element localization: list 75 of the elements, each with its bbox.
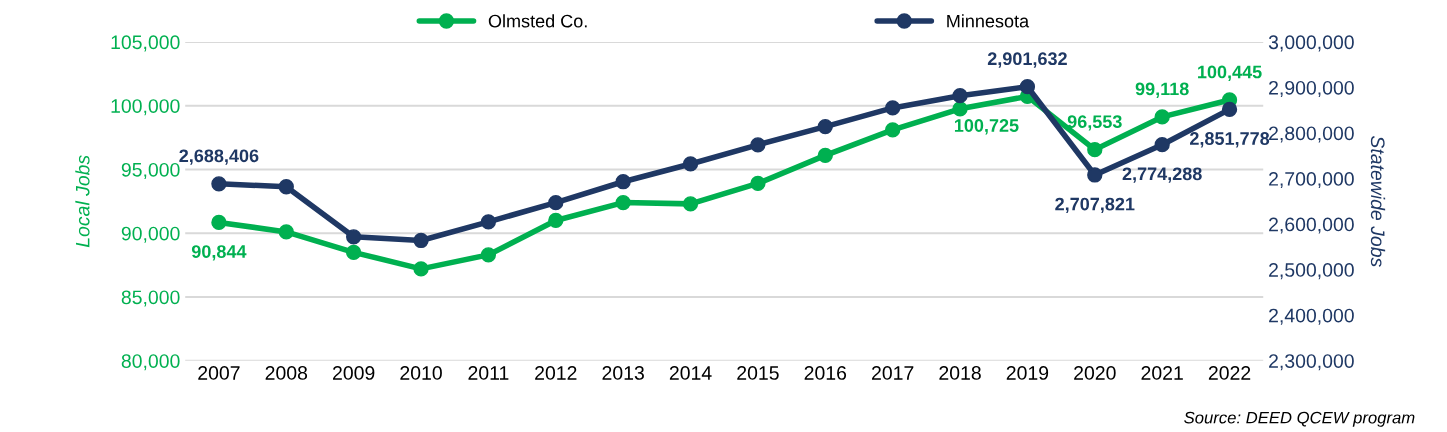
point (615, 194, 631, 211)
point (346, 244, 362, 260)
data-label: 99,118 (1135, 82, 1189, 98)
data-label: 2,688,406 (179, 149, 259, 165)
point (885, 100, 901, 116)
point (278, 179, 294, 195)
y-axis-title: Local Jobs (75, 155, 90, 248)
data-label: 2,851,778 (1190, 132, 1270, 148)
point (1019, 79, 1036, 95)
y2-tick-label: 2,900,000 (1269, 80, 1354, 97)
y2-tick-label: 2,600,000 (1269, 217, 1354, 234)
point (682, 196, 699, 212)
point (1221, 101, 1238, 118)
x-tick-label: 2015 (737, 366, 779, 380)
point (682, 156, 699, 172)
y-tick-label: 90,000 (121, 226, 180, 243)
point (615, 174, 631, 190)
x-tick-label: 2011 (468, 366, 509, 380)
data-label: 2,707,821 (1055, 197, 1135, 214)
point (1087, 167, 1103, 183)
y2-tick-label: 2,800,000 (1269, 126, 1354, 143)
data-label: 96,553 (1067, 115, 1122, 131)
point (750, 137, 766, 153)
data-label: 90,844 (191, 245, 247, 261)
point (211, 214, 227, 231)
point (346, 229, 362, 245)
x-tick-label: 2009 (333, 366, 375, 380)
point (885, 122, 901, 138)
legend-label: Minnesota (947, 14, 1030, 28)
y2-tick-label: 2,400,000 (1269, 308, 1354, 325)
point (480, 214, 497, 230)
y-tick-label: 105,000 (111, 35, 180, 52)
legend-label: Olmsted Co. (488, 14, 587, 28)
y-tick-label: 95,000 (121, 162, 180, 179)
y-tick-label: 80,000 (121, 354, 180, 371)
x-tick-label: 2018 (939, 366, 981, 380)
point (952, 88, 968, 104)
point (548, 195, 564, 211)
point (278, 224, 294, 240)
x-tick-label: 2007 (198, 366, 240, 380)
x-tick-label: 2021 (1141, 366, 1183, 380)
point (817, 118, 833, 135)
y-tick-label: 85,000 (121, 290, 180, 307)
point (480, 247, 497, 263)
x-tick-label: 2017 (872, 366, 914, 380)
x-tick-label: 2013 (602, 366, 644, 380)
y2-tick-label: 2,500,000 (1269, 263, 1354, 280)
x-tick-label: 2014 (669, 366, 712, 380)
point (413, 261, 429, 277)
source-note: Source: DEED QCEW program (1184, 411, 1415, 427)
data-label: 100,725 (954, 119, 1019, 135)
point (413, 232, 429, 249)
x-tick-label: 2022 (1208, 366, 1251, 380)
x-tick-label: 2012 (535, 366, 577, 380)
point (1087, 141, 1103, 158)
point (952, 101, 968, 117)
point (1154, 109, 1170, 125)
point (750, 175, 766, 192)
point (1154, 137, 1170, 153)
y2-tick-label: 2,300,000 (1269, 354, 1354, 371)
y2-axis-title: Statewide Jobs (1370, 135, 1386, 267)
x-tick-label: 2016 (804, 366, 847, 380)
point (817, 147, 833, 164)
x-tick-label: 2020 (1074, 366, 1116, 380)
y-tick-label: 100,000 (111, 99, 180, 116)
data-label: 100,445 (1198, 65, 1262, 81)
point (548, 212, 564, 229)
point (211, 176, 227, 192)
data-label: 2,774,288 (1122, 167, 1202, 183)
x-tick-label: 2010 (400, 366, 442, 380)
x-tick-label: 2008 (265, 366, 308, 380)
y2-tick-label: 2,700,000 (1269, 172, 1354, 189)
y2-tick-label: 3,000,000 (1268, 35, 1354, 52)
data-label: 2,901,632 (987, 52, 1067, 68)
x-tick-label: 2019 (1006, 366, 1049, 380)
